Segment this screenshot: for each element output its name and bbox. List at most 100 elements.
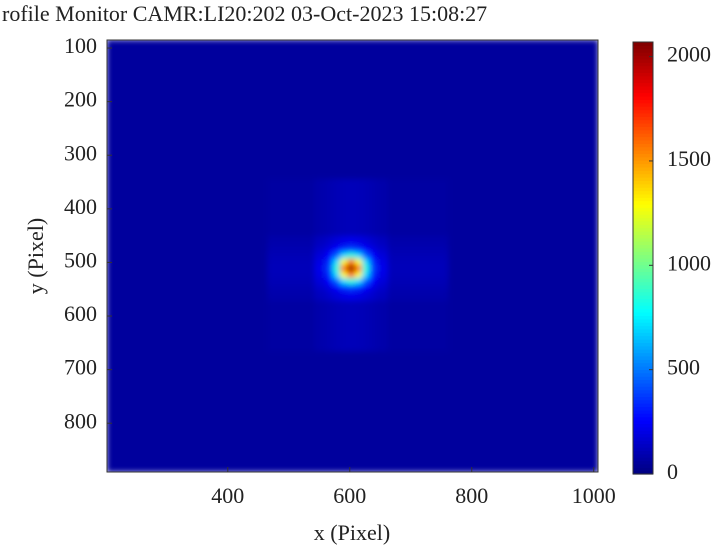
heatmap-cell — [369, 284, 377, 291]
heatmap-cell — [362, 301, 370, 353]
heatmap-cell — [107, 272, 269, 279]
heatmap-cell — [448, 259, 598, 266]
chart-title: rofile Monitor CAMR:LI20:202 03-Oct-2023… — [2, 1, 487, 26]
y-tick-label: 100 — [64, 33, 97, 58]
y-tick-label: 200 — [64, 87, 97, 112]
colorbar-tick-label: 500 — [667, 355, 700, 380]
heatmap-cell — [448, 301, 598, 353]
y-tick-label: 600 — [64, 301, 97, 326]
heatmap-cell — [325, 265, 333, 272]
heatmap-cell — [333, 179, 341, 237]
heatmap-cell — [377, 40, 389, 180]
colorbar-tick-label: 0 — [667, 459, 678, 484]
y-tick-label: 400 — [64, 194, 97, 219]
heatmap-cell — [388, 259, 450, 266]
heatmap-cell — [333, 40, 341, 180]
colorbar-segment — [633, 42, 653, 46]
heatmap-cell — [369, 265, 377, 272]
x-tick-label: 800 — [455, 483, 488, 508]
heatmap-cell — [340, 179, 348, 237]
heatmap-cell — [369, 351, 377, 472]
heatmap-cell — [314, 246, 326, 253]
heatmap-cell — [388, 272, 450, 279]
heatmap-cell — [347, 301, 355, 353]
heatmap-cell — [314, 236, 326, 247]
heatmap-cell — [362, 40, 370, 180]
heatmap-cell — [448, 291, 598, 302]
heatmap-cell — [377, 272, 389, 279]
heatmap-cell — [340, 252, 348, 259]
heatmap-cell — [107, 265, 269, 272]
heatmap-cell — [333, 236, 341, 247]
heatmap-cell — [314, 301, 326, 353]
heatmap-cell — [107, 291, 269, 302]
heatmap-cell — [355, 236, 363, 247]
heatmap-cell — [314, 259, 326, 266]
heatmap-cell — [355, 291, 363, 302]
heatmap-cell — [347, 246, 355, 253]
heatmap-cell — [340, 265, 348, 272]
heatmap-cell — [388, 179, 450, 237]
heatmap-cell — [333, 301, 341, 353]
heatmap-cell — [369, 259, 377, 266]
heatmap-cell — [347, 265, 355, 272]
y-tick-label: 500 — [64, 247, 97, 272]
heatmap-cell — [314, 291, 326, 302]
heatmap-cell — [369, 291, 377, 302]
heatmap-cell — [267, 236, 315, 247]
heatmap-cell — [355, 301, 363, 353]
heatmap-cell — [377, 179, 389, 237]
heatmap-cell — [325, 284, 333, 291]
heatmap-cell — [377, 284, 389, 291]
heatmap-cell — [267, 301, 315, 353]
heatmap-cell — [448, 351, 598, 472]
heatmap-cell — [362, 291, 370, 302]
heatmap-cell — [448, 265, 598, 272]
heatmap-cell — [333, 252, 341, 259]
heatmap-cell — [325, 278, 333, 285]
heatmap-cell — [377, 301, 389, 353]
heatmap-cell — [347, 236, 355, 247]
heatmap-cell — [355, 265, 363, 272]
heatmap-cell — [333, 259, 341, 266]
heatmap-cell — [362, 259, 370, 266]
heatmap-cell — [340, 259, 348, 266]
heatmap-cell — [107, 278, 269, 285]
heatmap-cell — [325, 179, 333, 237]
heatmap-cell — [267, 40, 315, 180]
heatmap-cell — [369, 278, 377, 285]
heatmap-cell — [377, 252, 389, 259]
heatmap-cell — [340, 278, 348, 285]
heatmap-cell — [388, 40, 450, 180]
heatmap-cell — [347, 351, 355, 472]
heatmap-cell — [107, 246, 269, 253]
heatmap-cell — [107, 301, 269, 353]
heatmap-cell — [347, 291, 355, 302]
heatmap-cell — [347, 179, 355, 237]
x-tick-label: 600 — [333, 483, 366, 508]
heatmap-cell — [355, 246, 363, 253]
heatmap-cell — [325, 272, 333, 279]
heatmap-cell — [267, 246, 315, 253]
heatmap-cell — [377, 351, 389, 472]
heatmap-cell — [347, 259, 355, 266]
heatmap-cell — [314, 179, 326, 237]
heatmap-cell — [448, 278, 598, 285]
heatmap-cell — [369, 252, 377, 259]
heatmap-cell — [388, 236, 450, 247]
heatmap-cell — [362, 284, 370, 291]
heatmap-cell — [362, 236, 370, 247]
heatmap-cell — [107, 284, 269, 291]
heatmap-cell — [355, 272, 363, 279]
heatmap-cell — [325, 301, 333, 353]
heatmap-cell — [369, 236, 377, 247]
heatmap-cell — [347, 40, 355, 180]
heatmap-cell — [267, 272, 315, 279]
heatmap-cell — [388, 246, 450, 253]
heatmap-cell — [107, 179, 269, 237]
heatmap-cell — [107, 236, 269, 247]
heatmap-cell — [347, 284, 355, 291]
heatmap-cell — [340, 272, 348, 279]
heatmap-cell — [362, 252, 370, 259]
heatmap-cell — [267, 284, 315, 291]
